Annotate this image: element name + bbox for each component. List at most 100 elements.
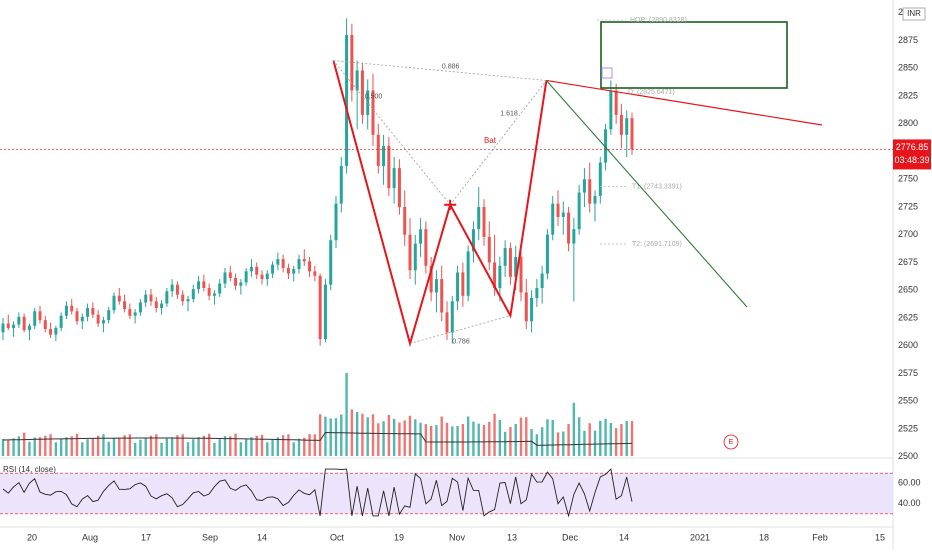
volume-bar [186,442,190,456]
time-axis: 20 Aug 17 Sep 14 Oct 19 Nov 13 Dec 14 2021 18 Feb 15 [27,532,885,542]
candle-body [313,271,317,276]
volume-bar [202,435,206,456]
volume-bar [239,442,243,456]
candle-body [345,34,349,166]
candle-body [308,261,312,272]
time-tick-label: 17 [141,532,151,542]
candle-body [376,134,380,166]
volume-bar [112,437,116,456]
ratio-label-bd: 1.618 [500,110,518,117]
volume-bar [318,414,322,456]
candle-body [371,90,375,135]
volume-bar [366,417,369,456]
volume-bar [567,424,570,456]
volume-bar [329,418,332,456]
candle-body [234,278,238,286]
candle-body [170,284,174,292]
candle-body [619,114,623,135]
candle-body [38,311,42,321]
volume-bar [70,436,73,456]
volume-bar [472,421,475,456]
candle-body [255,266,259,275]
last-price-tag [893,139,931,170]
candle-body [323,284,327,340]
volume-ma [2,431,633,446]
volume-bar [477,423,480,456]
candle-body [6,323,10,328]
candle-body [154,301,158,308]
candle-body [186,299,190,302]
time-tick-label: 20 [27,532,37,542]
volume-bar [297,438,301,456]
candle-body [334,203,338,241]
price-tick-label: 2800 [898,118,918,128]
candle-body [604,129,608,163]
candle-body [107,310,111,321]
volume-bar [165,438,169,456]
price-tick-label: 2675 [898,257,918,267]
events-marker-icon[interactable] [723,434,739,450]
candle-body [540,273,544,288]
candle-body [17,316,21,325]
candle-body [382,145,386,166]
candle-body [366,90,370,115]
candle-body [572,229,576,244]
volume-bar [12,438,15,456]
candle-body [64,305,68,316]
candle-body [434,279,438,293]
candle-body [598,162,602,196]
volume-bar [593,430,597,456]
candle-body [54,327,58,335]
candle-body [292,269,296,274]
time-tick-label: 2021 [690,532,710,542]
volume-bar [514,424,517,456]
price-tick-label: 2500 [898,451,918,461]
volume-bar [424,424,428,456]
candle-body [556,203,560,217]
candle-body [403,206,407,235]
price-axis: 2900 02875285028252800277527502725270026… [898,7,926,461]
candle-body [80,316,84,322]
rsi-pane: RSI (14, close) 60.00 40.00 [0,465,921,518]
volume-bar [625,420,628,456]
volume-bar [223,436,227,456]
candle-body [86,307,90,317]
volume-bar [7,440,10,456]
volume-bar [65,437,68,456]
candle-body [123,301,127,310]
candle-body [577,192,581,230]
candle-body [493,262,497,288]
volume-bar [292,442,295,456]
volume-bar [287,434,290,456]
rsi-line [2,468,633,518]
volume-bar [44,435,47,456]
d-label: D: (2825.6471) [628,89,675,96]
candle-body [207,287,211,296]
candle-body [49,329,53,335]
candle-body [360,70,364,115]
price-tick-label: 2700 [898,229,918,239]
volume-bar [75,433,79,456]
candle-body [43,320,47,330]
volume-bar [324,416,327,456]
countdown-value: 03:48:39 [894,155,929,165]
candles [1,18,634,346]
candle-body [466,251,470,296]
pattern-name-label: Bat [484,136,497,145]
volume-bar [38,437,42,456]
time-tick-label: 13 [507,532,517,542]
candle-body [228,272,232,278]
volume-bar [577,417,581,456]
volume-bar [461,424,465,456]
candle-body [260,274,264,280]
volume-bar [155,434,158,456]
volume-bar [398,422,401,456]
volume-bar [170,437,174,456]
volume-bar [546,419,549,456]
currency-badge[interactable] [902,7,926,21]
candle-body [456,272,460,302]
resistance-line [546,79,823,126]
price-tick-label: 2575 [898,368,918,378]
candle-body [535,287,539,298]
